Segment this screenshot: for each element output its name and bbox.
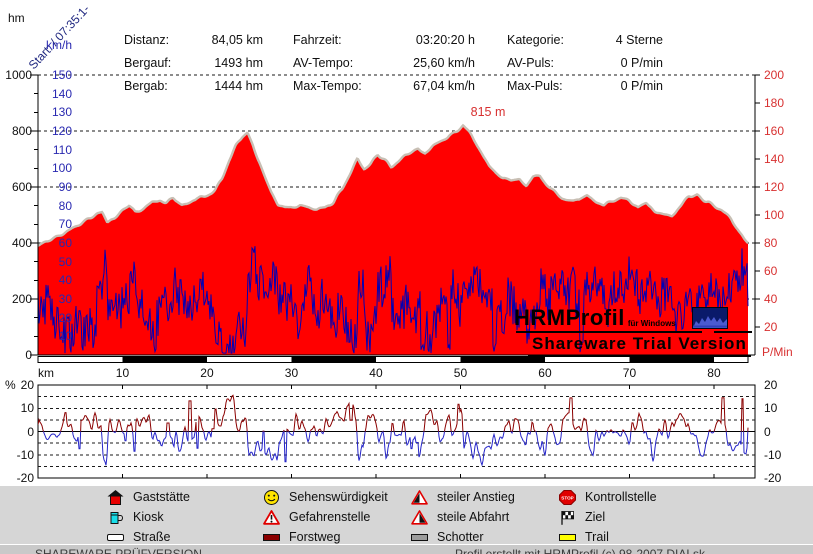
legend-item-kiosk: Kiosk (107, 509, 164, 525)
legend-item-steile-abfahrt: steile Abfahrt (411, 509, 509, 525)
legend-item-sehensw-rdigkeit: Sehenswürdigkeit (263, 489, 388, 505)
legend-item-kontrollstelle: STOP Kontrollstelle (559, 489, 657, 505)
mug-icon (107, 510, 124, 525)
legend-label: Kontrollstelle (585, 489, 657, 504)
legend-label: steiler Anstieg (437, 489, 515, 504)
house-icon (107, 489, 124, 505)
road-icon (107, 530, 124, 545)
watermark-underline (516, 331, 702, 333)
legend-label: Trail (585, 529, 609, 544)
legend-label: Gefahrenstelle (289, 509, 371, 524)
legend-label: Kiosk (133, 509, 164, 524)
svg-text:STOP: STOP (561, 495, 573, 500)
legend-panel: Gaststätte Kiosk Straße Sehenswürdigkeit Gef… (0, 486, 813, 544)
danger-icon (263, 509, 280, 525)
legend-label: Sehenswürdigkeit (289, 489, 388, 504)
watermark-subtitle: für Windows (627, 319, 676, 328)
legend-item-gastst-tte: Gaststätte (107, 489, 190, 505)
legend-label: Straße (133, 529, 171, 544)
stop-icon: STOP (559, 489, 576, 505)
steep-descent-icon (411, 509, 428, 525)
footer-strip: SHAREWARE PRÜFVERSION Profil erstellt mi… (0, 544, 813, 554)
watermark-title: HRMProfil (514, 305, 625, 330)
smiley-icon (263, 489, 280, 505)
hrmprofil-logo-icon (691, 307, 728, 329)
footer-credit-text: Profil erstellt mit HRMProfil (c) 98-200… (455, 547, 706, 554)
gravel-icon (411, 530, 428, 545)
legend-item-gefahrenstelle: Gefahrenstelle (263, 509, 370, 525)
legend-item-schotter: Schotter (411, 529, 484, 545)
steep-ascent-icon (411, 489, 428, 505)
shareware-watermark: HRMProfil für Windows Shareware Trial Ve… (514, 306, 752, 357)
legend-label: Forstweg (289, 529, 341, 544)
legend-item-forstweg: Forstweg (263, 529, 340, 545)
flag-icon (559, 510, 576, 525)
legend-label: Ziel (585, 509, 606, 524)
legend-label: Schotter (437, 529, 484, 544)
footer-shareware-text: SHAREWARE PRÜFVERSION (35, 547, 202, 554)
watermark-row: HRMProfil für Windows (514, 306, 751, 330)
legend-item-steiler-anstieg: steiler Anstieg (411, 489, 515, 505)
watermark-trial-text: Shareware Trial Version (528, 334, 751, 357)
forest-road-icon (263, 530, 280, 545)
peak-elevation-label: 815 m (470, 105, 506, 119)
legend-label: steile Abfahrt (437, 509, 510, 524)
legend-label: Gaststätte (133, 489, 190, 504)
watermark-underline-logo (714, 331, 752, 333)
legend-item-stra-e: Straße (107, 529, 171, 545)
legend-item-trail: Trail (559, 529, 609, 545)
trail-icon (559, 530, 576, 545)
legend-item-ziel: Ziel (559, 509, 605, 525)
